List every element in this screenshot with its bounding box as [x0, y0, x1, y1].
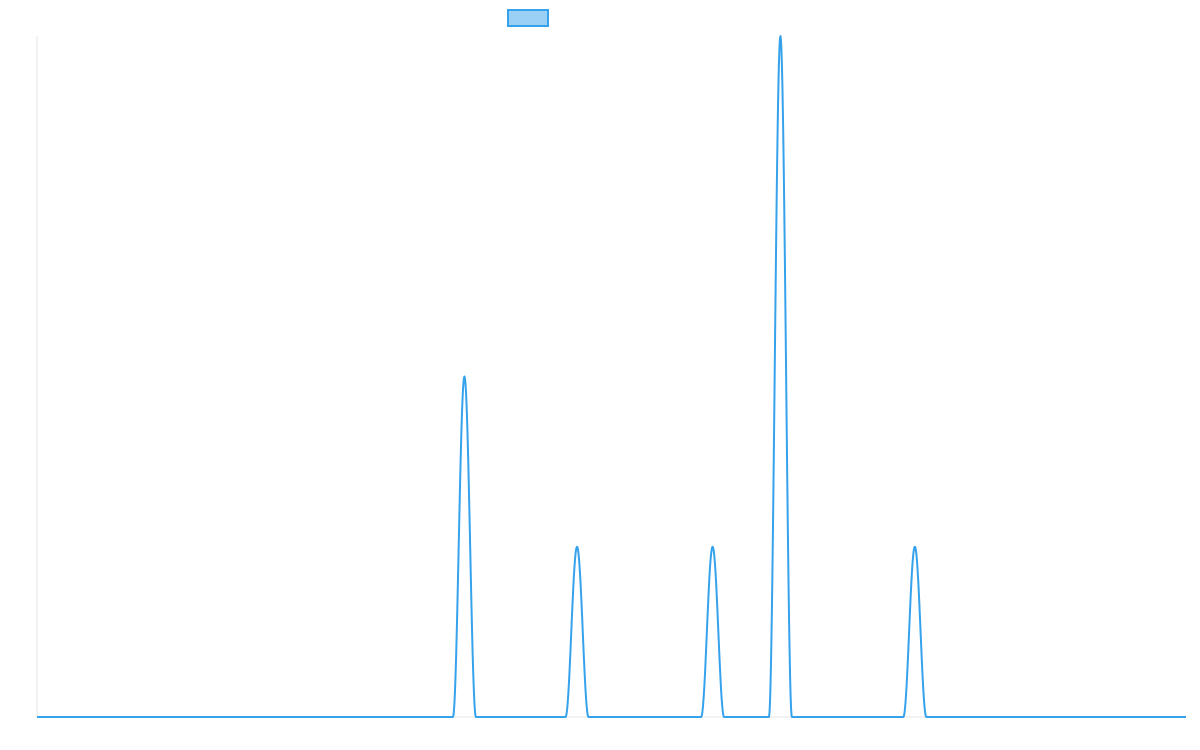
- peak-point-4[interactable]: [777, 33, 783, 39]
- peak-point-3[interactable]: [710, 544, 716, 550]
- series-layer: [36, 33, 1187, 718]
- axes: [36, 36, 1186, 718]
- legend[interactable]: [507, 9, 549, 27]
- peak-point-5[interactable]: [912, 544, 918, 550]
- legend-swatch[interactable]: [507, 9, 549, 27]
- peak-point-2[interactable]: [574, 544, 580, 550]
- peak-point-1[interactable]: [461, 374, 467, 380]
- series-line: [36, 35, 1187, 718]
